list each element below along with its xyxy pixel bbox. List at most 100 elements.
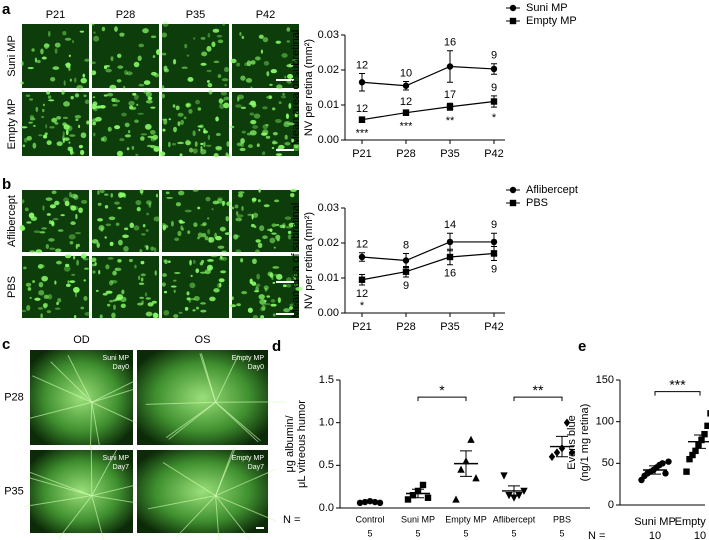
n-count: 5	[559, 528, 564, 538]
cell	[102, 136, 107, 143]
cell	[178, 190, 185, 196]
cell	[175, 202, 182, 207]
cell	[79, 149, 85, 156]
y-axis-label: NV per retina (mm²)	[303, 212, 315, 309]
cell	[83, 279, 86, 282]
vessel	[215, 447, 236, 496]
cell	[284, 75, 287, 79]
x-tick-label: P21	[352, 321, 372, 333]
n-label: 12	[356, 103, 368, 115]
cell	[239, 31, 242, 36]
cell	[249, 112, 255, 116]
cell	[39, 231, 46, 234]
cell	[28, 121, 33, 124]
cell	[63, 137, 70, 141]
cell	[60, 214, 65, 217]
cell	[177, 141, 184, 145]
cell	[99, 104, 106, 109]
cell	[240, 75, 246, 81]
cell	[42, 103, 45, 107]
vessel	[215, 354, 239, 403]
cell	[186, 54, 190, 57]
marker	[509, 4, 517, 12]
cell	[200, 302, 206, 305]
cell	[260, 315, 265, 319]
cell	[107, 92, 114, 97]
y-tick-label: 0.00	[318, 307, 339, 319]
n-label: 12	[400, 96, 412, 108]
micrograph	[232, 190, 299, 252]
cell	[63, 197, 69, 203]
vessel	[89, 402, 93, 453]
cell	[113, 299, 118, 302]
cell	[255, 283, 261, 287]
image-caption: Day0	[113, 364, 129, 371]
cell	[34, 297, 41, 301]
cell	[21, 309, 27, 313]
cell	[142, 28, 149, 34]
panel-letter: b	[2, 176, 11, 193]
cell	[70, 95, 74, 100]
n-count: 5	[463, 528, 468, 538]
cell	[50, 76, 56, 82]
cell	[288, 222, 296, 227]
cell	[64, 254, 72, 259]
cell	[263, 60, 270, 66]
marker	[402, 257, 410, 264]
cell	[259, 299, 267, 305]
y-tick-label: 0.00	[318, 134, 339, 146]
cell	[224, 83, 227, 87]
cell	[265, 135, 271, 139]
cell	[38, 290, 45, 296]
significance: ***	[400, 120, 414, 132]
micrograph	[22, 256, 89, 318]
cell	[111, 312, 116, 319]
cell	[48, 30, 51, 37]
vessel	[91, 402, 101, 452]
cell	[117, 206, 122, 210]
cell	[163, 309, 170, 316]
y-axis-label: NV per retina (mm²)	[303, 39, 315, 136]
cell	[26, 305, 31, 311]
image-caption: Suni MP	[103, 455, 130, 462]
cell	[91, 263, 97, 267]
marker	[467, 435, 475, 443]
cell	[219, 282, 222, 288]
cell	[201, 232, 207, 238]
x-tick-label: PBS	[553, 514, 571, 524]
error-bar	[460, 450, 472, 477]
cell	[195, 306, 200, 310]
y-tick-label: 0.02	[318, 237, 339, 249]
cell	[52, 218, 59, 221]
cell	[220, 254, 223, 260]
cell	[49, 126, 55, 129]
cell	[80, 253, 87, 259]
x-tick-label: Suni MP	[634, 516, 676, 528]
vessel	[145, 401, 216, 405]
cell	[162, 273, 167, 278]
image-row-label: PBS	[6, 276, 18, 298]
cell	[230, 58, 237, 64]
cell	[275, 234, 281, 240]
cell	[107, 257, 114, 260]
cell	[109, 299, 114, 303]
vessel	[91, 495, 105, 540]
cell	[187, 76, 194, 82]
cell	[206, 80, 210, 83]
cell	[84, 267, 89, 270]
x-tick-label: P35	[440, 148, 460, 160]
cell	[41, 56, 47, 60]
cell	[150, 129, 156, 135]
cell	[73, 77, 77, 83]
cell	[132, 92, 137, 96]
cell	[226, 140, 230, 147]
cell	[133, 225, 140, 231]
y-tick-label: 100	[596, 416, 614, 428]
cell	[220, 270, 227, 274]
cell	[224, 232, 231, 235]
cell	[152, 312, 159, 319]
cell	[40, 48, 44, 55]
cell	[110, 56, 114, 62]
marker	[698, 436, 705, 444]
error-bar	[364, 500, 376, 504]
